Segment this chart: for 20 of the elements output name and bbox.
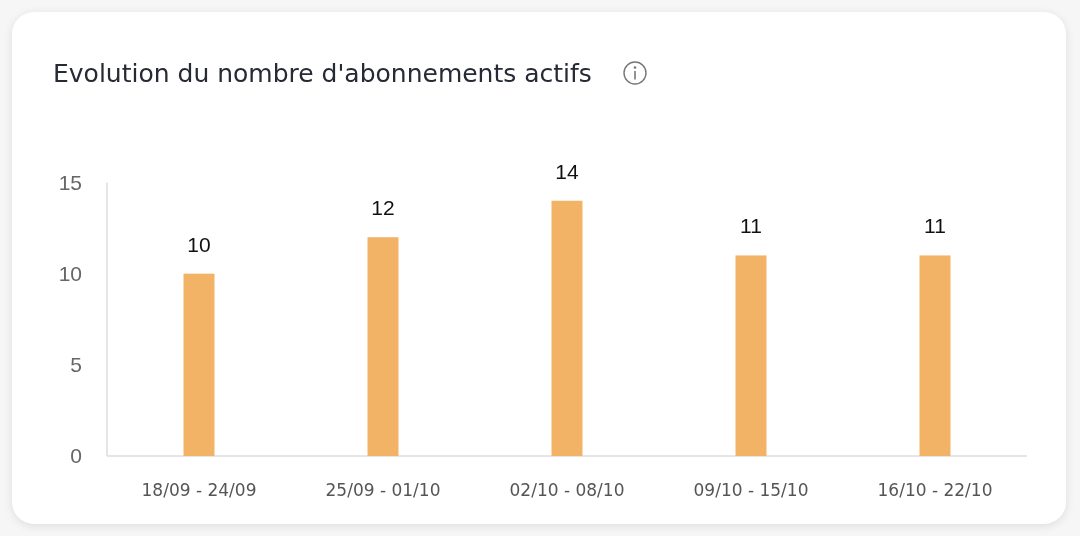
x-tick-label: 18/09 - 24/09 [141,480,257,500]
data-label: 11 [740,214,762,238]
y-tick-label: 10 [58,262,82,286]
x-tick-label: 16/10 - 22/10 [877,480,993,500]
y-tick-label: 15 [58,170,82,194]
chart-title: Evolution du nombre d'abonnements actifs [53,59,592,88]
y-tick-label: 5 [70,353,82,377]
y-tick-label: 0 [70,444,82,468]
bar [919,255,951,456]
bar [551,200,583,456]
data-label: 14 [555,159,579,183]
x-tick-label: 25/09 - 01/10 [325,480,441,500]
x-tick-label: 02/10 - 08/10 [509,480,625,500]
bar [735,255,767,456]
bar [183,273,215,456]
bar [367,237,399,456]
data-label: 12 [371,196,395,220]
data-label: 10 [187,232,211,256]
data-label: 11 [924,214,946,238]
x-tick-label: 09/10 - 15/10 [693,480,809,500]
